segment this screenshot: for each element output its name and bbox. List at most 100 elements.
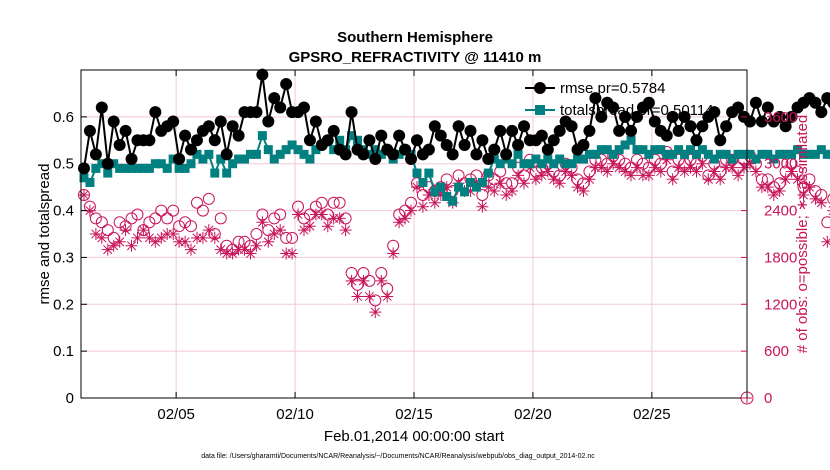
assimilated-point (440, 181, 453, 194)
y-tick-label-1: 0.1 (53, 343, 74, 360)
possible-point (327, 196, 340, 209)
rmse-point (410, 134, 423, 147)
y-right-tick-label-6: 3600 (764, 109, 797, 126)
assimilated-point (185, 243, 197, 256)
rmse-point (761, 101, 774, 114)
assimilated-point (601, 165, 614, 178)
x-tick-label-1: 02/10 (276, 406, 314, 423)
totalspread-point (608, 149, 618, 159)
assimilated-point (137, 224, 150, 237)
rmse-point (339, 148, 352, 161)
rmse-point (375, 129, 388, 142)
assimilated-point (476, 200, 489, 213)
totalspread-point (590, 149, 600, 159)
assimilated-point (738, 161, 750, 174)
rmse-point (541, 143, 554, 156)
totalspread-point (156, 159, 166, 169)
rmse-point (369, 153, 382, 166)
rmse-point (214, 115, 227, 128)
rmse-point (250, 106, 263, 119)
totalspread-point (138, 163, 148, 173)
y-right-tick-label-3: 1800 (764, 249, 797, 266)
possible-point (214, 212, 227, 225)
totalspread-point (745, 149, 755, 159)
rmse-point (303, 134, 316, 147)
rmse-point (274, 101, 287, 114)
rmse-point (482, 153, 495, 166)
possible-point (202, 192, 215, 205)
assimilated-point (107, 239, 120, 252)
rmse-point (321, 134, 334, 147)
assimilated-point (101, 243, 114, 256)
y-right-tick-label-4: 2400 (764, 203, 797, 220)
assimilated-point (321, 220, 334, 233)
chart-title: Southern Hemisphere (337, 29, 493, 46)
totalspread-point (370, 145, 380, 155)
rmse-point (434, 129, 447, 142)
rmse-point (363, 134, 376, 147)
assimilated-point (482, 181, 495, 194)
rmse-point (666, 110, 679, 123)
rmse-point (345, 106, 358, 119)
possible-point (101, 224, 114, 237)
assimilated-point (238, 243, 251, 256)
assimilated-point (143, 231, 156, 244)
assimilated-point (250, 239, 263, 252)
assimilated-point (779, 173, 792, 186)
possible-point (286, 231, 299, 244)
rmse-point (642, 96, 655, 109)
possible-point (250, 228, 263, 240)
rmse-point (405, 153, 418, 166)
totalspread-point (567, 159, 577, 169)
totalspread-point (79, 173, 89, 183)
assimilated-point (363, 290, 376, 303)
rmse-point (179, 129, 192, 142)
series-asterisk (78, 153, 830, 319)
rmse-point (488, 143, 501, 156)
assimilated-point (815, 196, 828, 209)
totalspread-point (525, 159, 535, 169)
assimilated-point (535, 169, 548, 182)
y-right-tick-label-0: 0 (764, 390, 772, 407)
rmse-point (297, 101, 310, 114)
totalspread-point (626, 135, 636, 145)
totalspread-point (174, 163, 184, 173)
assimilated-point (672, 161, 685, 174)
assimilated-point (518, 177, 530, 190)
rmse-point (589, 92, 602, 105)
rmse-point (89, 148, 102, 161)
rmse-point (565, 120, 578, 133)
chart-subtitle: GPSRO_REFRACTIVITY @ 11410 m (289, 49, 542, 66)
assimilated-point (631, 161, 643, 174)
totalspread-point (531, 154, 541, 164)
assimilated-point (262, 235, 275, 248)
totalspread-point (454, 182, 464, 192)
totalspread-point (519, 159, 529, 169)
assimilated-point (660, 153, 673, 166)
rmse-point (208, 134, 221, 147)
assimilated-point (506, 185, 519, 197)
rmse-point (357, 148, 370, 161)
assimilated-point (179, 235, 192, 248)
rmse-point (428, 120, 441, 133)
assimilated-point (78, 189, 90, 201)
assimilated-point (393, 216, 406, 229)
possible-point (131, 208, 144, 221)
assimilated-point (256, 216, 269, 229)
rmse-point (422, 143, 435, 156)
possible-point (179, 216, 192, 229)
totalspread-point (448, 196, 458, 206)
totalspread-point (150, 159, 160, 169)
totalspread-point (245, 149, 255, 159)
totalspread-point (103, 168, 113, 178)
assimilated-point (773, 185, 786, 197)
assimilated-point (553, 177, 566, 190)
totalspread-point (596, 145, 606, 155)
assimilated-point (405, 204, 417, 217)
assimilated-point (298, 224, 310, 237)
rmse-point (518, 120, 531, 133)
assimilated-point (666, 173, 679, 186)
legend-spread-label: totalspread pr=0.50114 (560, 102, 714, 119)
rmse-point (440, 138, 453, 151)
